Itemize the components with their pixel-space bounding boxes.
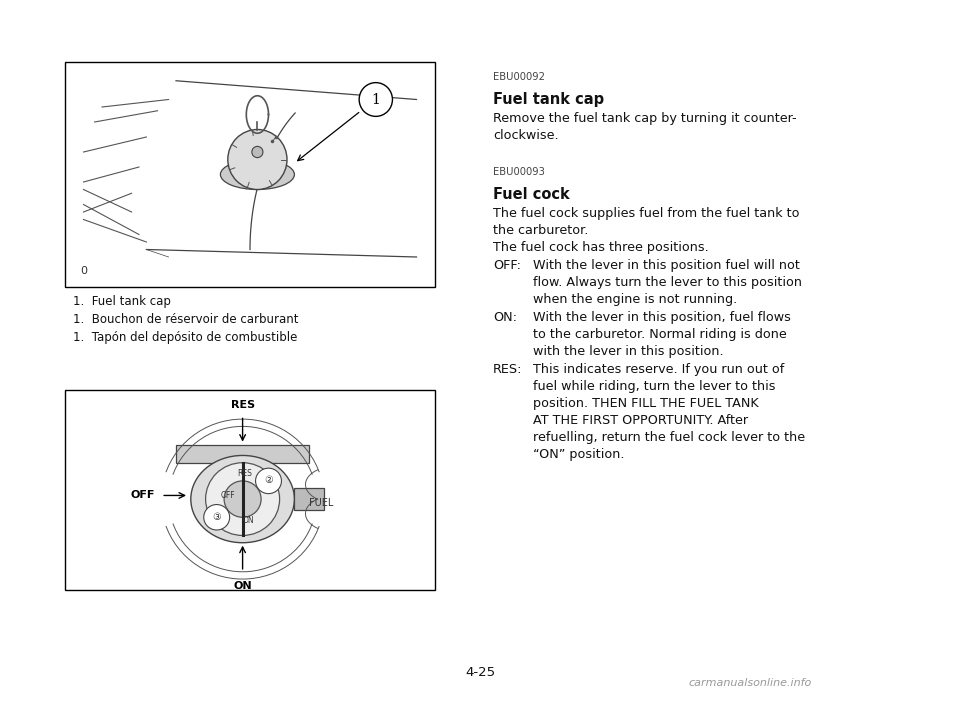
Text: The fuel cock has three positions.: The fuel cock has three positions. <box>493 241 708 254</box>
Text: fuel while riding, turn the lever to this: fuel while riding, turn the lever to thi… <box>533 380 776 393</box>
Text: carmanualsonline.info: carmanualsonline.info <box>688 678 811 688</box>
Text: when the engine is not running.: when the engine is not running. <box>533 293 737 306</box>
Text: ON: ON <box>233 581 252 591</box>
Ellipse shape <box>224 481 261 517</box>
Text: RES:: RES: <box>493 363 522 376</box>
Text: 1.  Tapón del depósito de combustible: 1. Tapón del depósito de combustible <box>73 331 298 344</box>
Text: AT THE FIRST OPPORTUNITY. After: AT THE FIRST OPPORTUNITY. After <box>533 414 748 427</box>
Text: ③: ③ <box>212 512 221 522</box>
Text: This indicates reserve. If you run out of: This indicates reserve. If you run out o… <box>533 363 784 376</box>
Circle shape <box>359 83 393 117</box>
Text: ON:: ON: <box>493 311 517 324</box>
Text: flow. Always turn the lever to this position: flow. Always turn the lever to this posi… <box>533 276 802 289</box>
Bar <box>65 62 435 287</box>
Bar <box>65 390 435 590</box>
Text: With the lever in this position fuel will not: With the lever in this position fuel wil… <box>533 259 800 272</box>
Circle shape <box>205 463 279 536</box>
Text: RES: RES <box>237 469 252 478</box>
Text: EBU00092: EBU00092 <box>493 72 545 82</box>
Text: 1: 1 <box>372 93 380 106</box>
Text: Fuel tank cap: Fuel tank cap <box>493 92 604 107</box>
Bar <box>295 488 324 510</box>
Text: ②: ② <box>264 475 273 485</box>
Text: with the lever in this position.: with the lever in this position. <box>533 345 724 358</box>
Text: OFF:: OFF: <box>493 259 521 272</box>
Text: “ON” position.: “ON” position. <box>533 448 625 461</box>
Text: OFF: OFF <box>221 491 235 500</box>
Text: the carburetor.: the carburetor. <box>493 224 588 237</box>
Circle shape <box>252 146 263 157</box>
Text: 4-25: 4-25 <box>465 666 495 680</box>
Text: clockwise.: clockwise. <box>493 129 559 142</box>
Text: 1.  Fuel tank cap: 1. Fuel tank cap <box>73 295 171 308</box>
Circle shape <box>204 505 229 530</box>
Text: 0: 0 <box>80 266 87 276</box>
Text: refuelling, return the fuel cock lever to the: refuelling, return the fuel cock lever t… <box>533 431 805 444</box>
Text: Remove the fuel tank cap by turning it counter-: Remove the fuel tank cap by turning it c… <box>493 112 797 125</box>
Text: to the carburetor. Normal riding is done: to the carburetor. Normal riding is done <box>533 328 787 341</box>
Circle shape <box>255 468 281 494</box>
Text: EBU00093: EBU00093 <box>493 167 545 177</box>
Text: With the lever in this position, fuel flows: With the lever in this position, fuel fl… <box>533 311 791 324</box>
Circle shape <box>228 129 287 190</box>
Text: 1.  Bouchon de réservoir de carburant: 1. Bouchon de réservoir de carburant <box>73 313 299 326</box>
Text: RES: RES <box>230 399 254 410</box>
Ellipse shape <box>221 160 295 190</box>
Text: Fuel cock: Fuel cock <box>493 187 569 202</box>
Text: position. THEN FILL THE FUEL TANK: position. THEN FILL THE FUEL TANK <box>533 397 758 410</box>
Bar <box>176 444 309 463</box>
Ellipse shape <box>191 456 295 543</box>
Text: FUEL: FUEL <box>309 498 333 508</box>
Text: OFF: OFF <box>131 491 155 501</box>
Text: ON: ON <box>242 517 254 525</box>
Text: The fuel cock supplies fuel from the fuel tank to: The fuel cock supplies fuel from the fue… <box>493 207 800 220</box>
